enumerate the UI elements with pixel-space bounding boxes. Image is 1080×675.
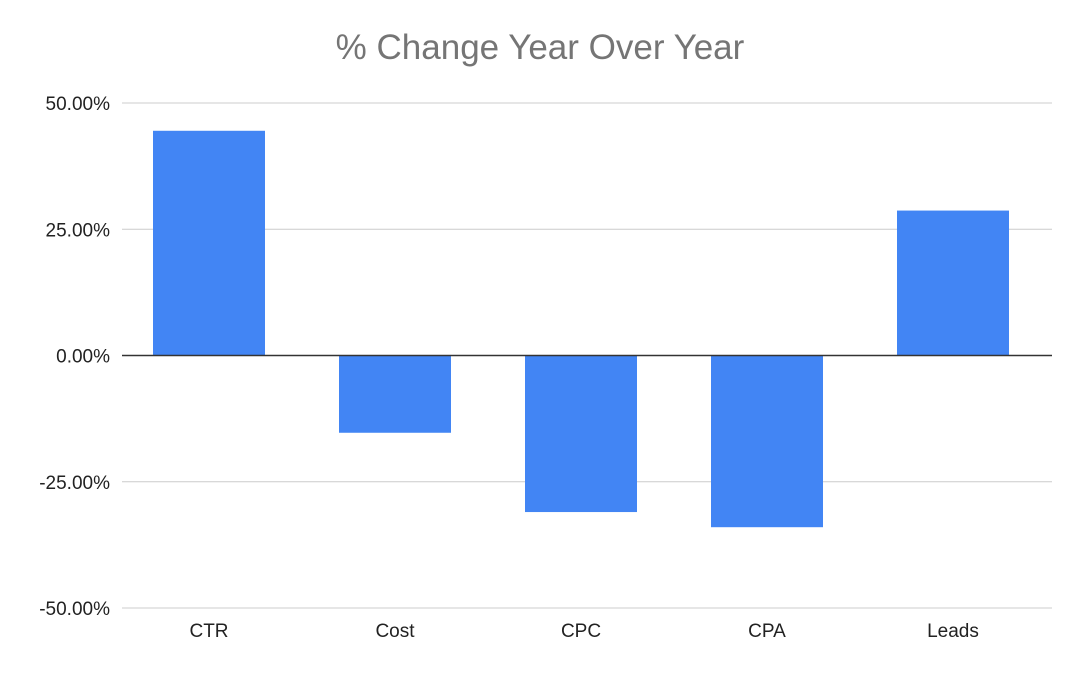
bar-cost: [339, 355, 451, 433]
bar-ctr: [153, 130, 265, 356]
y-tick-labels: 50.00% 25.00% 0.00% -25.00% -50.00%: [39, 94, 110, 620]
bar-cpa: [711, 355, 823, 528]
chart-title: % Change Year Over Year: [335, 28, 745, 67]
bars: [153, 130, 1009, 528]
bar-cpc: [525, 355, 637, 513]
bar-leads: [897, 210, 1009, 356]
y-tick-label: 0.00%: [56, 347, 110, 368]
x-category-label: CPC: [561, 621, 601, 642]
y-tick-label: 50.00%: [46, 94, 111, 115]
y-tick-label: -25.00%: [39, 473, 110, 494]
x-category-label: CPA: [748, 621, 786, 642]
x-category-labels: CTR Cost CPC CPA Leads: [189, 621, 978, 642]
x-category-label: CTR: [189, 621, 228, 642]
y-tick-label: 25.00%: [46, 220, 111, 241]
x-category-label: Cost: [375, 621, 415, 642]
y-tick-label: -50.00%: [39, 599, 110, 620]
x-category-label: Leads: [927, 621, 979, 642]
